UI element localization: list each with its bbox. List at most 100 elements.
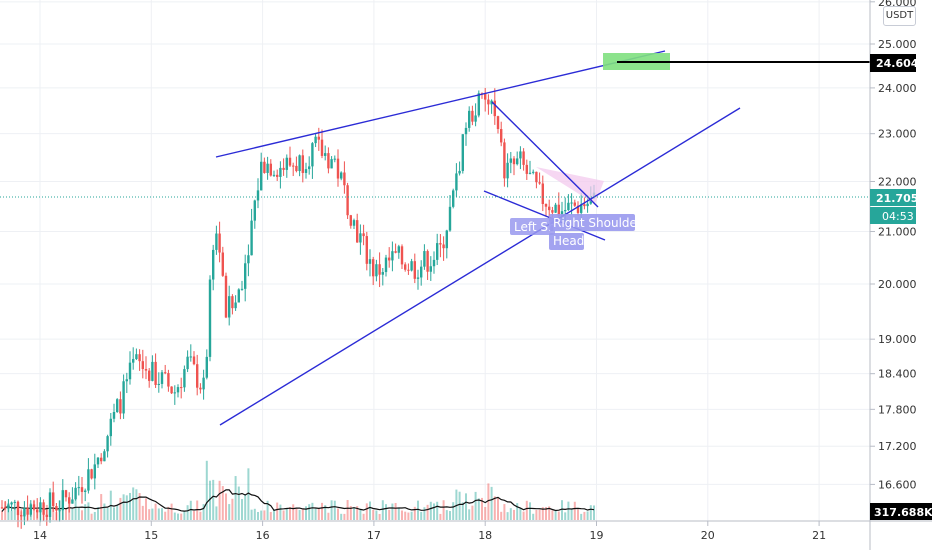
price-tick-label: 19.000: [878, 333, 917, 346]
volume-bar: [519, 508, 522, 520]
volume-bar: [554, 511, 557, 520]
candle-body: [80, 487, 84, 492]
volume-bar: [154, 503, 157, 520]
candle-body: [429, 266, 432, 272]
volume-bar: [394, 502, 397, 520]
volume-bar: [407, 512, 410, 520]
candle-body: [282, 167, 285, 170]
candle-body: [378, 264, 381, 275]
volume-bar: [538, 509, 541, 520]
volume-bar: [385, 504, 387, 520]
candle-body: [144, 368, 148, 371]
volume-bar: [269, 511, 272, 520]
candle-body: [112, 412, 116, 419]
candle-body: [212, 249, 215, 280]
volume-bar: [266, 500, 269, 520]
time-tick-label: 14: [33, 529, 47, 542]
candle-body: [381, 272, 384, 275]
candle-body: [324, 153, 327, 156]
price-tick-label: 23.000: [878, 128, 917, 141]
candle-body: [292, 165, 295, 167]
candle-body: [439, 243, 442, 245]
volume-bar: [314, 508, 317, 520]
volume-bar: [541, 507, 544, 520]
volume-bar: [433, 503, 435, 520]
volume-bar: [279, 504, 282, 520]
volume-bar: [589, 505, 592, 520]
volume-bar: [122, 494, 125, 520]
volume-bar: [173, 512, 176, 520]
volume-bar: [225, 493, 227, 520]
price-axis-ticks: 26.000 25.000 24.000 23.000 22.000 21.000 20.0…: [870, 0, 917, 491]
volume-bar: [13, 507, 16, 520]
lower-trendline[interactable]: [219, 107, 741, 426]
volume-bar: [285, 507, 288, 520]
neckline[interactable]: [483, 190, 606, 241]
candle-body: [551, 210, 554, 213]
candle-body: [71, 499, 74, 504]
candle-body: [474, 115, 477, 122]
candle-body: [247, 255, 250, 264]
wedge-upper-line[interactable]: [491, 101, 599, 208]
candle-body: [52, 492, 55, 507]
quote-unit-badge[interactable]: USDT: [883, 6, 916, 26]
candle-body: [535, 171, 538, 183]
candle-body: [372, 259, 375, 277]
volume-text: 317.688K: [874, 506, 932, 519]
candle-body: [128, 362, 132, 380]
volume-bar: [449, 511, 451, 520]
candle-body: [500, 129, 503, 143]
candle-body: [301, 155, 304, 173]
volume-bar: [148, 509, 151, 520]
candle-body: [84, 490, 87, 492]
volume-bar: [1, 510, 3, 520]
upper-trendline[interactable]: [215, 50, 666, 158]
last-price-badge: 21.705 04:53: [870, 189, 918, 224]
candle-body: [308, 166, 311, 170]
volume-bar: [180, 513, 183, 520]
volume-bar: [445, 510, 448, 520]
right-shoulder-label[interactable]: Right Shoulder: [549, 214, 642, 231]
left-shoulder-text: Left Sh: [514, 220, 556, 234]
candle-body: [109, 418, 112, 437]
time-tick-label: 16: [256, 529, 270, 542]
candle-body: [343, 172, 346, 186]
candle-body: [186, 356, 189, 370]
candle-body: [404, 264, 407, 270]
candle-body: [413, 261, 416, 279]
candle-body: [554, 204, 557, 213]
candle-body: [39, 502, 42, 513]
volume-bar: [359, 509, 362, 520]
volume-bar: [484, 506, 487, 520]
volume-bar: [535, 509, 538, 520]
volume-bar: [353, 507, 355, 520]
volume-bar: [205, 460, 208, 520]
volume-bar: [388, 509, 391, 520]
volume-bar: [397, 507, 400, 520]
candle-body: [461, 134, 464, 171]
volume-bar: [452, 502, 455, 520]
volume-bar: [215, 506, 218, 520]
volume-bar: [426, 504, 429, 520]
target-price-text: 24.604: [876, 57, 919, 70]
volume-bar: [151, 508, 154, 520]
candle-body: [103, 451, 106, 462]
candle-body: [0, 507, 4, 509]
candle-body: [484, 93, 487, 100]
volume-bar: [586, 511, 589, 520]
volume-bar: [119, 497, 122, 520]
head-label[interactable]: Head: [549, 233, 584, 250]
price-tick-label: 17.800: [878, 403, 917, 416]
candle-body: [442, 244, 445, 249]
volume-bar: [439, 513, 442, 520]
candle-body: [29, 504, 32, 515]
candle-body: [87, 469, 90, 491]
volume-bar: [369, 501, 371, 520]
volume-bar: [221, 486, 224, 520]
volume-bar: [557, 511, 560, 520]
pattern-triangle-fill: [536, 167, 604, 204]
volume-bar: [375, 510, 378, 520]
left-shoulder-label[interactable]: Left Sh: [510, 218, 556, 235]
volume-bar: [420, 511, 423, 520]
